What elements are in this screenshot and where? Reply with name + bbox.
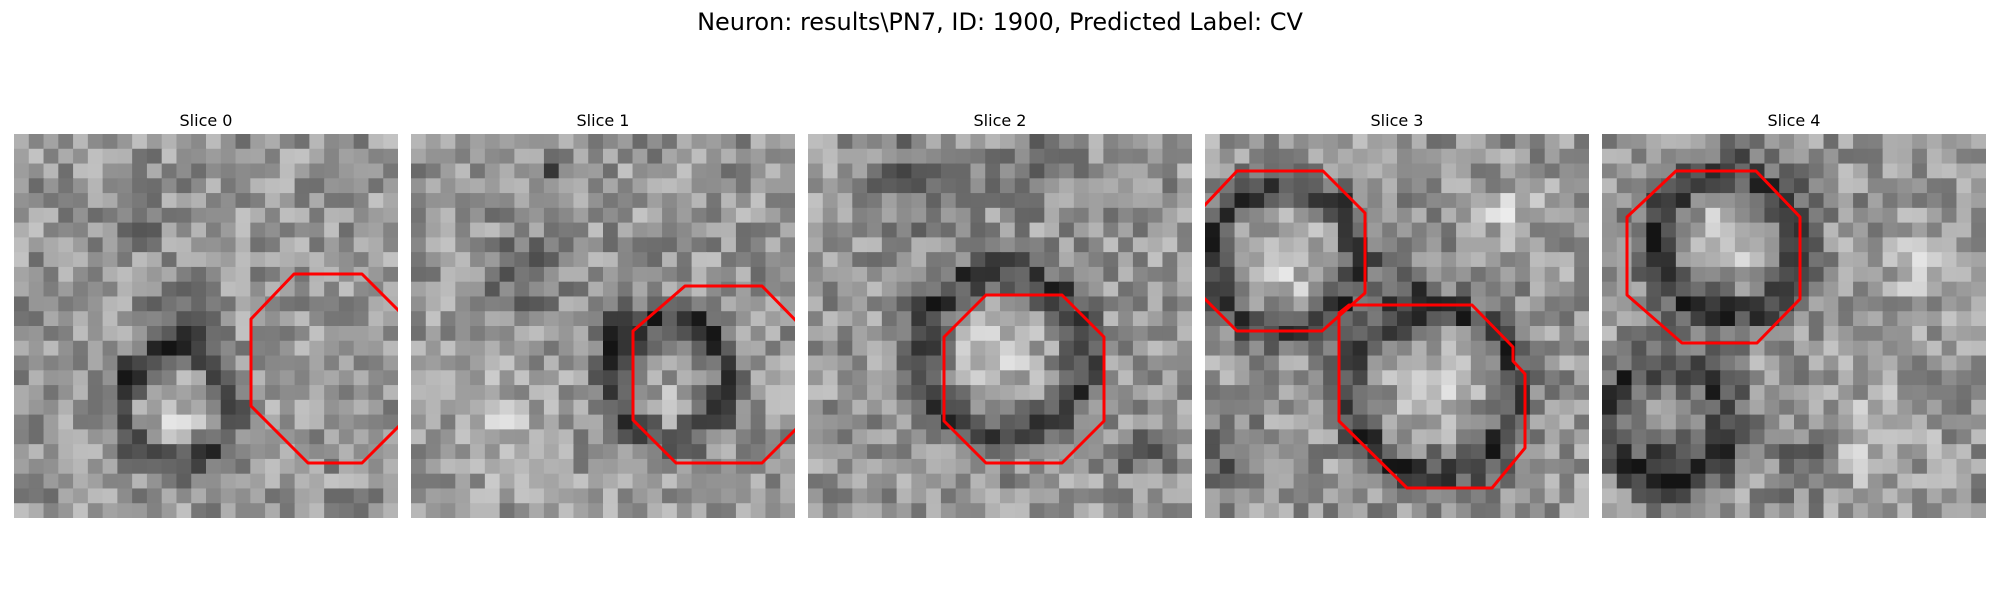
grayscale-pixel-grid: [1602, 134, 1986, 518]
slice-image-3: [1205, 134, 1589, 518]
slice-panel-1: Slice 1: [411, 108, 795, 518]
slice-title-0: Slice 0: [179, 111, 233, 130]
figure-title: Neuron: results\PN7, ID: 1900, Predicted…: [697, 8, 1303, 36]
grayscale-pixel-grid: [808, 134, 1192, 518]
slice-title-1: Slice 1: [576, 111, 630, 130]
slice-title-2: Slice 2: [973, 111, 1027, 130]
slice-image-svg-2: [808, 134, 1192, 518]
slice-image-4: [1602, 134, 1986, 518]
slice-panel-4: Slice 4: [1602, 108, 1986, 518]
slice-image-svg-4: [1602, 134, 1986, 518]
cell-boundary-contour: [249, 272, 398, 465]
slice-title-4: Slice 4: [1767, 111, 1821, 130]
slice-image-1: [411, 134, 795, 518]
slice-image-0: [14, 134, 398, 518]
slice-image-svg-1: [411, 134, 795, 518]
cell-boundary-contour: [1625, 169, 1802, 345]
cell-boundary-contour-lower: [1337, 303, 1527, 490]
slice-panel-2: Slice 2: [808, 108, 1192, 518]
cell-boundary-contour: [631, 284, 795, 465]
grayscale-pixel-grid: [411, 134, 795, 518]
slice-image-2: [808, 134, 1192, 518]
grayscale-pixel-grid: [1205, 134, 1589, 518]
cell-boundary-contour: [942, 293, 1106, 465]
slice-panel-3: Slice 3: [1205, 108, 1589, 518]
slice-panel-0: Slice 0: [14, 108, 398, 518]
grayscale-pixel-grid: [14, 134, 398, 518]
slice-image-svg-3: [1205, 134, 1589, 518]
slice-title-3: Slice 3: [1370, 111, 1424, 130]
slice-image-svg-0: [14, 134, 398, 518]
cell-boundary-contour-upper: [1205, 169, 1367, 333]
